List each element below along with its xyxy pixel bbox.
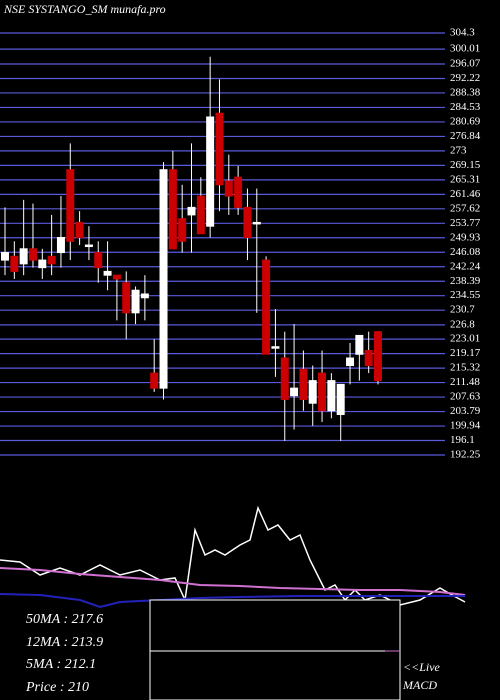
candle-body — [56, 237, 65, 254]
y-tick-label: 269.15 — [450, 159, 481, 171]
candle-body — [224, 180, 233, 197]
y-tick-label: 230.7 — [450, 304, 475, 316]
candle-body — [346, 357, 355, 367]
candle-body — [38, 259, 47, 269]
y-tick-label: 211.48 — [450, 376, 480, 388]
y-tick-label: 284.53 — [450, 101, 481, 113]
y-tick-label: 288.38 — [450, 86, 481, 98]
y-tick-label: 242.24 — [450, 260, 481, 272]
candle-body — [19, 248, 28, 265]
candle-body — [94, 252, 103, 269]
candle-body — [252, 221, 261, 225]
y-tick-label: 292.22 — [450, 72, 480, 84]
candle-body — [10, 255, 19, 272]
candle-body — [84, 244, 93, 248]
candle-body — [206, 116, 215, 227]
candle-body — [159, 169, 168, 389]
legend-text: 50MA : 217.6 — [26, 612, 103, 627]
y-tick-label: 238.39 — [450, 275, 481, 287]
candle-body — [327, 380, 336, 412]
candle-body — [103, 270, 112, 276]
y-tick-label: 246.08 — [450, 246, 481, 258]
y-tick-label: 280.69 — [450, 115, 481, 127]
candle-body — [122, 282, 131, 314]
live-label: <<Live — [403, 660, 441, 674]
candle-body — [1, 252, 9, 261]
ma-line — [0, 567, 466, 596]
y-tick-label: 203.79 — [450, 405, 481, 417]
y-tick-label: 265.31 — [450, 173, 480, 185]
y-tick-label: 304.3 — [450, 27, 475, 39]
candle-body — [243, 206, 252, 239]
candle-body — [271, 346, 280, 349]
y-tick-label: 199.94 — [450, 420, 481, 432]
y-tick-label: 249.93 — [450, 231, 481, 243]
candle-body — [196, 195, 205, 235]
candle-body — [75, 221, 84, 239]
candle-body — [47, 255, 56, 265]
macd-label: MACD — [402, 678, 437, 692]
chart-title: NSE SYSTANGO_SM munafa.pro — [3, 2, 166, 16]
y-tick-label: 276.84 — [450, 130, 481, 142]
y-tick-label: 261.46 — [450, 188, 481, 200]
y-tick-label: 223.01 — [450, 333, 480, 345]
candle-body — [280, 357, 289, 400]
y-tick-label: 226.8 — [450, 318, 475, 330]
y-tick-label: 273 — [450, 144, 467, 156]
candle-body — [290, 387, 299, 397]
y-tick-label: 296.07 — [450, 58, 481, 70]
y-tick-label: 234.55 — [450, 289, 481, 301]
legend-text: 5MA : 212.1 — [26, 657, 96, 672]
y-tick-label: 257.62 — [450, 202, 480, 214]
legend-text: 12MA : 213.9 — [26, 635, 103, 650]
legend-text: Price : 210 — [25, 680, 89, 695]
candle-body — [178, 218, 187, 242]
candle-body — [112, 274, 121, 280]
indicator-line — [0, 505, 466, 606]
y-tick-label: 207.63 — [450, 391, 481, 403]
candle-body — [234, 176, 243, 208]
candle-body — [262, 259, 271, 355]
y-tick-label: 215.32 — [450, 362, 480, 374]
macd-box — [149, 599, 401, 700]
candle-body — [308, 380, 317, 404]
indicator-panel — [0, 505, 466, 700]
candle-body — [336, 383, 345, 416]
candle-body — [299, 368, 308, 400]
candle-body — [150, 372, 159, 389]
y-tick-label: 196.1 — [450, 434, 475, 446]
candle-body — [374, 331, 382, 382]
y-tick-label: 300.01 — [450, 43, 480, 55]
y-tick-label: 219.17 — [450, 347, 481, 359]
y-tick-label: 192.25 — [450, 449, 481, 461]
candle-body — [66, 169, 75, 242]
candle-body — [318, 372, 327, 412]
candle-body — [355, 334, 364, 355]
y-tick-label: 253.77 — [450, 217, 481, 229]
candle-body — [215, 112, 224, 186]
ma-line-2 — [0, 593, 465, 609]
candle-body — [168, 169, 177, 250]
candle-body — [28, 248, 37, 261]
candle-body — [140, 293, 149, 299]
candle-body — [187, 206, 196, 216]
candle-body — [364, 349, 373, 367]
candle-body — [131, 289, 140, 314]
